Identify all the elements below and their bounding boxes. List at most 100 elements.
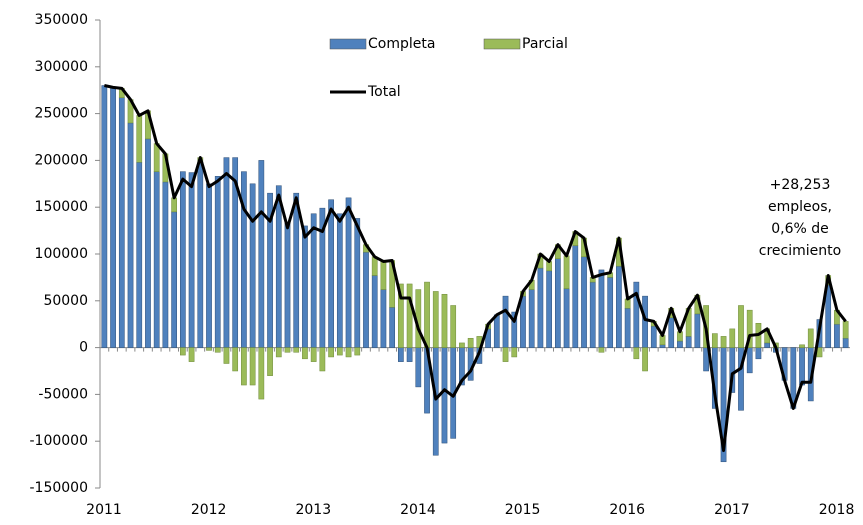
y-tick-label: 300000 xyxy=(35,59,88,75)
bar xyxy=(206,183,212,348)
bar xyxy=(432,347,439,456)
bar xyxy=(258,160,265,348)
bar xyxy=(197,162,204,348)
bar xyxy=(179,347,186,356)
bar xyxy=(424,281,430,348)
bar xyxy=(607,277,614,348)
bar xyxy=(554,258,561,348)
bar xyxy=(493,314,500,348)
legend-label: Completa xyxy=(368,36,435,52)
bar xyxy=(633,347,640,360)
bar xyxy=(223,157,230,348)
bar xyxy=(232,347,239,372)
line xyxy=(104,84,847,453)
bar xyxy=(284,222,291,348)
bar xyxy=(249,347,256,386)
y-tick-label: 150000 xyxy=(35,199,88,215)
bar xyxy=(241,347,247,386)
bar xyxy=(398,347,404,362)
bar xyxy=(354,218,361,348)
y-tick-label: -100000 xyxy=(30,433,89,449)
bar xyxy=(616,265,622,348)
bar xyxy=(380,289,387,348)
legend-swatch xyxy=(483,38,521,50)
bar xyxy=(101,85,108,348)
bar xyxy=(267,347,273,376)
bar xyxy=(302,225,308,348)
bar xyxy=(581,256,587,348)
bar xyxy=(406,283,413,348)
bar xyxy=(624,308,631,348)
bar xyxy=(598,269,605,348)
bar xyxy=(799,344,805,348)
bar xyxy=(563,255,570,289)
bar xyxy=(668,317,675,348)
bar xyxy=(319,347,326,372)
bar xyxy=(171,197,177,213)
x-tick-label: 2017 xyxy=(714,502,750,518)
bar xyxy=(807,328,814,348)
bar xyxy=(345,347,352,358)
bar xyxy=(528,289,535,348)
bar xyxy=(502,295,509,348)
bar xyxy=(441,347,448,444)
bar xyxy=(275,347,282,358)
bar xyxy=(406,347,413,362)
bar xyxy=(694,313,701,348)
annotation: 0,6% de xyxy=(771,221,829,237)
legend-label: Parcial xyxy=(522,36,568,52)
bar xyxy=(511,347,518,358)
annotation: crecimiento xyxy=(759,243,841,259)
bar xyxy=(293,347,300,353)
bar xyxy=(537,267,544,348)
bar xyxy=(685,336,692,348)
bar xyxy=(336,213,343,348)
y-tick-label: 100000 xyxy=(35,246,88,262)
bar xyxy=(153,171,160,348)
bar xyxy=(415,347,422,388)
x-tick-label: 2014 xyxy=(400,502,436,518)
bar xyxy=(214,176,221,348)
bar xyxy=(563,288,570,348)
bar xyxy=(284,347,291,353)
bar xyxy=(310,213,317,348)
bar xyxy=(659,344,666,348)
x-tick-label: 2016 xyxy=(609,502,645,518)
bar xyxy=(363,251,369,348)
bar xyxy=(598,347,605,353)
bar xyxy=(589,281,596,348)
bar xyxy=(799,347,805,386)
x-tick-label: 2018 xyxy=(819,502,855,518)
bar xyxy=(328,347,334,358)
bar xyxy=(371,275,378,348)
bar xyxy=(729,328,736,348)
bar xyxy=(642,347,648,372)
bar xyxy=(345,197,352,348)
bar xyxy=(546,270,552,348)
annotation: +28,253 xyxy=(770,177,831,193)
x-tick-label: 2013 xyxy=(295,502,331,518)
bar xyxy=(328,199,334,348)
bar xyxy=(834,323,840,348)
bar xyxy=(214,347,221,353)
bar xyxy=(746,347,753,374)
bar xyxy=(336,347,343,356)
bar xyxy=(650,325,657,348)
bar xyxy=(179,171,186,348)
bar xyxy=(441,293,448,348)
bar xyxy=(127,122,134,348)
bar xyxy=(389,307,396,348)
y-tick-label: 0 xyxy=(79,340,88,356)
bar xyxy=(450,305,457,348)
bar xyxy=(293,192,300,348)
bar xyxy=(258,347,265,400)
bar xyxy=(223,347,230,364)
bar xyxy=(188,172,195,348)
bar xyxy=(136,162,143,348)
bar xyxy=(520,295,526,348)
y-tick-label: -50000 xyxy=(38,386,88,402)
y-tick-label: 200000 xyxy=(35,152,88,168)
bar xyxy=(118,97,125,348)
x-tick-label: 2012 xyxy=(191,502,227,518)
